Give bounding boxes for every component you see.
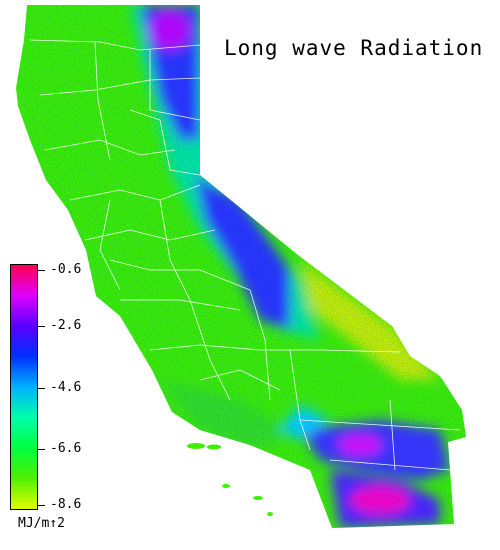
county-boundaries <box>29 39 461 471</box>
legend-unit-label: MJ/m↑2 <box>18 516 65 531</box>
tick-mark <box>38 326 45 327</box>
tick-mark <box>38 388 45 389</box>
legend-tick-label: -6.6 <box>50 441 82 456</box>
legend-tick-label: -2.6 <box>50 318 82 333</box>
tick-mark <box>38 449 45 450</box>
legend-tick-label: -8.6 <box>50 497 82 512</box>
legend-tick-label: -0.6 <box>50 262 82 277</box>
channel-islands <box>187 443 273 516</box>
color-scale-bar <box>10 264 38 510</box>
map-title: Long wave Radiation <box>224 36 484 60</box>
tick-mark <box>38 505 45 506</box>
tick-mark <box>38 270 45 271</box>
legend-tick-label: -4.6 <box>50 380 82 395</box>
